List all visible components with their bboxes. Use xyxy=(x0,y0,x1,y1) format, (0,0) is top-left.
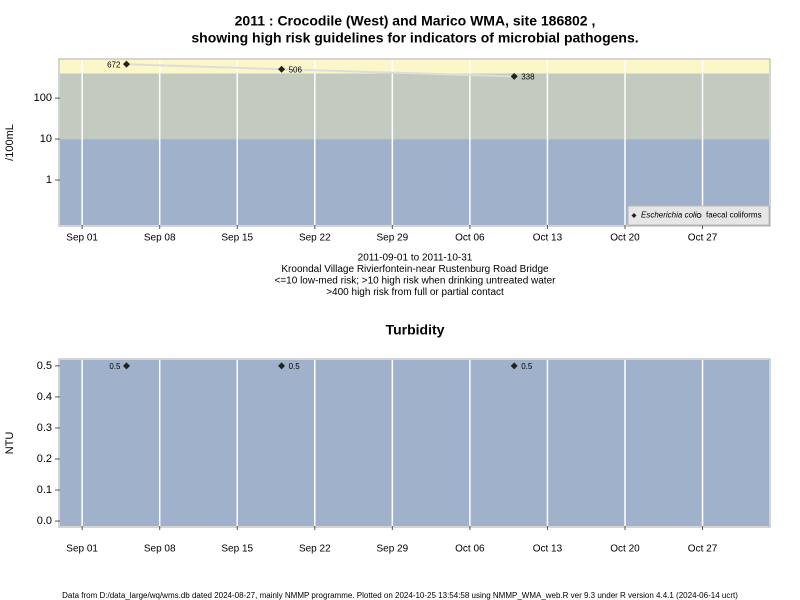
x-tick-label: Sep 08 xyxy=(144,544,176,555)
y-tick-label: 10 xyxy=(40,133,52,145)
data-label: 0.5 xyxy=(289,362,301,371)
x-tick-label: Oct 13 xyxy=(533,544,563,555)
risk-band xyxy=(60,360,769,526)
y-axis-label: /100mL xyxy=(4,124,16,161)
y-tick-label: 0.1 xyxy=(37,484,52,496)
x-tick-label: Oct 27 xyxy=(688,233,718,244)
data-label: 672 xyxy=(107,60,121,69)
data-point xyxy=(122,362,130,370)
legend-marker xyxy=(631,213,637,218)
data-label: 338 xyxy=(521,73,535,82)
chart-note: Kroondal Village Rivierfontein-near Rust… xyxy=(281,264,549,275)
y-tick-label: 0.0 xyxy=(37,515,52,527)
x-tick-label: Sep 15 xyxy=(221,544,253,555)
footer: Data from D:/data_large/wq/wms.db dated … xyxy=(62,591,738,600)
y-tick-label: 0.2 xyxy=(37,453,52,465)
y-tick-label: 0.3 xyxy=(37,422,52,434)
data-point xyxy=(278,362,286,370)
data-point xyxy=(510,72,518,80)
x-tick-label: Oct 13 xyxy=(533,233,563,244)
plot-frame xyxy=(58,358,771,528)
chart-note: >400 high risk from full or partial cont… xyxy=(326,287,504,298)
x-tick-label: Sep 08 xyxy=(144,233,176,244)
data-point xyxy=(278,65,286,73)
y-tick-label: 0.4 xyxy=(37,391,52,403)
data-label: 506 xyxy=(289,65,303,74)
x-tick-label: Oct 20 xyxy=(610,544,640,555)
risk-band xyxy=(60,60,769,74)
x-tick-label: Oct 06 xyxy=(455,233,485,244)
chart-title: Turbidity xyxy=(386,322,445,338)
chart-title: 2011 : Crocodile (West) and Marico WMA, … xyxy=(235,13,596,29)
data-point xyxy=(510,362,518,370)
plot-frame xyxy=(58,58,771,227)
x-tick-label: Sep 01 xyxy=(66,233,98,244)
x-tick-label: Sep 01 xyxy=(66,544,98,555)
risk-band xyxy=(60,73,769,140)
x-tick-label: Oct 20 xyxy=(610,233,640,244)
x-tick-label: Oct 06 xyxy=(455,544,485,555)
data-label: 0.5 xyxy=(109,362,121,371)
legend-box xyxy=(627,205,770,226)
data-label: 0.5 xyxy=(521,362,533,371)
x-tick-label: Sep 22 xyxy=(299,544,331,555)
chart-note: <=10 low-med risk; >10 high risk when dr… xyxy=(275,276,557,287)
x-tick-label: Sep 15 xyxy=(221,233,253,244)
x-tick-label: Sep 22 xyxy=(299,233,331,244)
y-tick-label: 1 xyxy=(46,174,52,186)
chart-note: 2011-09-01 to 2011-10-31 xyxy=(358,253,473,264)
legend-label: faecal coliforms xyxy=(706,211,762,220)
data-point xyxy=(122,60,130,68)
x-tick-label: Oct 27 xyxy=(688,544,718,555)
legend-marker xyxy=(696,213,702,218)
y-axis-label: NTU xyxy=(4,432,16,455)
y-tick-label: 100 xyxy=(34,92,52,104)
legend-label: Escherichia coli xyxy=(641,211,697,220)
x-tick-label: Sep 29 xyxy=(376,544,408,555)
x-tick-label: Sep 29 xyxy=(376,233,408,244)
chart-title: showing high risk guidelines for indicat… xyxy=(191,30,638,46)
y-tick-label: 0.5 xyxy=(37,360,52,372)
